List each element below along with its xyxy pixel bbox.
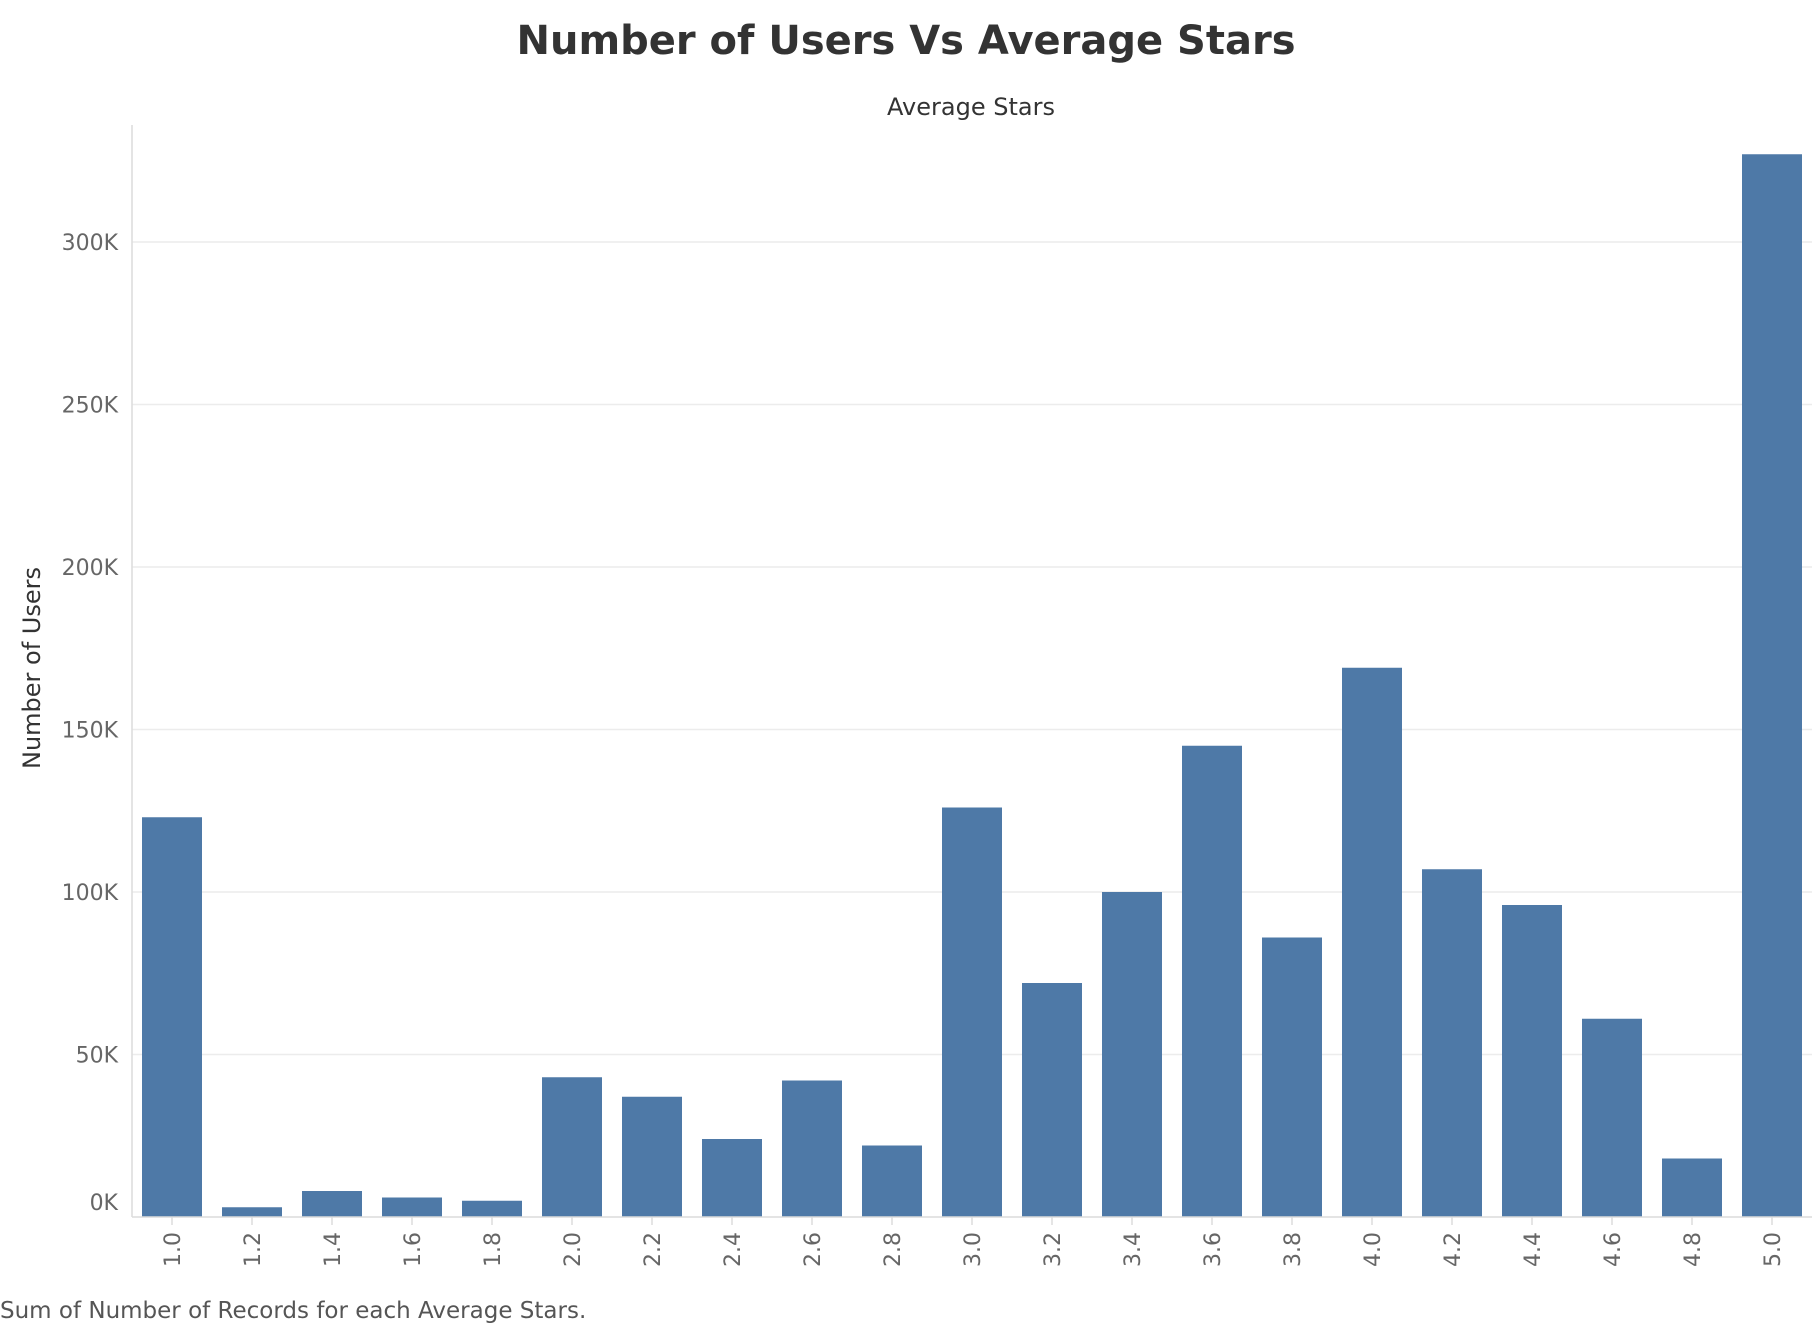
- x-axis-header: Average Stars: [887, 93, 1055, 121]
- x-tick-label: 4.6: [1601, 1232, 1626, 1267]
- y-tick-label: 250K: [62, 394, 119, 419]
- x-tick-label: 3.4: [1121, 1232, 1146, 1267]
- bar[interactable]: [942, 807, 1002, 1218]
- x-tick-label: 2.8: [881, 1232, 906, 1267]
- bar[interactable]: [1582, 1018, 1642, 1217]
- bar[interactable]: [1262, 937, 1322, 1218]
- x-tick-label: 1.2: [241, 1232, 266, 1267]
- x-tick-label: 3.6: [1201, 1232, 1226, 1267]
- x-tick-label: 1.8: [481, 1232, 506, 1267]
- x-tick-label: 5.0: [1761, 1232, 1786, 1267]
- y-axis-title: Number of Users: [18, 567, 46, 769]
- y-tick-label: 50K: [76, 1044, 119, 1069]
- x-tick-label: 1.6: [401, 1232, 426, 1267]
- x-tick-label: 2.6: [801, 1232, 826, 1267]
- bar[interactable]: [1182, 745, 1242, 1217]
- bar[interactable]: [862, 1145, 922, 1218]
- y-tick-label: 300K: [62, 231, 119, 256]
- bar[interactable]: [542, 1077, 602, 1217]
- x-tick-label: 2.2: [641, 1232, 666, 1267]
- y-axis-ticks: 0K 50K 100K 150K 200K 250K 300K: [62, 231, 119, 1216]
- bar[interactable]: [1342, 667, 1402, 1217]
- bar[interactable]: [1742, 154, 1802, 1217]
- x-tick-label: 4.0: [1361, 1232, 1386, 1267]
- bar[interactable]: [382, 1197, 442, 1218]
- bar[interactable]: [1502, 905, 1562, 1217]
- x-tick-label: 2.0: [561, 1232, 586, 1267]
- bar[interactable]: [302, 1191, 362, 1217]
- bar[interactable]: [1022, 983, 1082, 1217]
- x-tick-label: 4.4: [1521, 1232, 1546, 1267]
- x-tick-label: 2.4: [721, 1232, 746, 1267]
- bar[interactable]: [782, 1080, 842, 1218]
- bar[interactable]: [1662, 1158, 1722, 1218]
- bar[interactable]: [702, 1139, 762, 1217]
- bar[interactable]: [1422, 869, 1482, 1217]
- y-tick-label: 200K: [62, 556, 119, 581]
- x-tick-label: 4.8: [1681, 1232, 1706, 1267]
- bar[interactable]: [622, 1096, 682, 1217]
- x-tick-label: 3.0: [961, 1232, 986, 1267]
- chart-title: Number of Users Vs Average Stars: [516, 18, 1295, 64]
- y-tick-label: 0K: [90, 1191, 119, 1216]
- bar[interactable]: [462, 1200, 522, 1217]
- bar[interactable]: [222, 1207, 282, 1217]
- bar[interactable]: [1102, 892, 1162, 1217]
- bars: [142, 154, 1802, 1217]
- y-tick-label: 150K: [62, 719, 119, 744]
- x-tick-label: 4.2: [1441, 1232, 1466, 1267]
- y-tick-label: 100K: [62, 881, 119, 906]
- x-tick-label: 3.8: [1281, 1232, 1306, 1267]
- chart-caption: Sum of Number of Records for each Averag…: [0, 1298, 586, 1324]
- x-tick-label: 1.4: [321, 1232, 346, 1267]
- x-axis-ticks: 1.0 1.2 1.4 1.6 1.8 2.0 2.2 2.4 2.6 2.8 3.0 3.2 3.4 3…: [161, 1217, 1786, 1267]
- x-tick-label: 3.2: [1041, 1232, 1066, 1267]
- x-tick-label: 1.0: [161, 1232, 186, 1267]
- bar[interactable]: [142, 817, 202, 1217]
